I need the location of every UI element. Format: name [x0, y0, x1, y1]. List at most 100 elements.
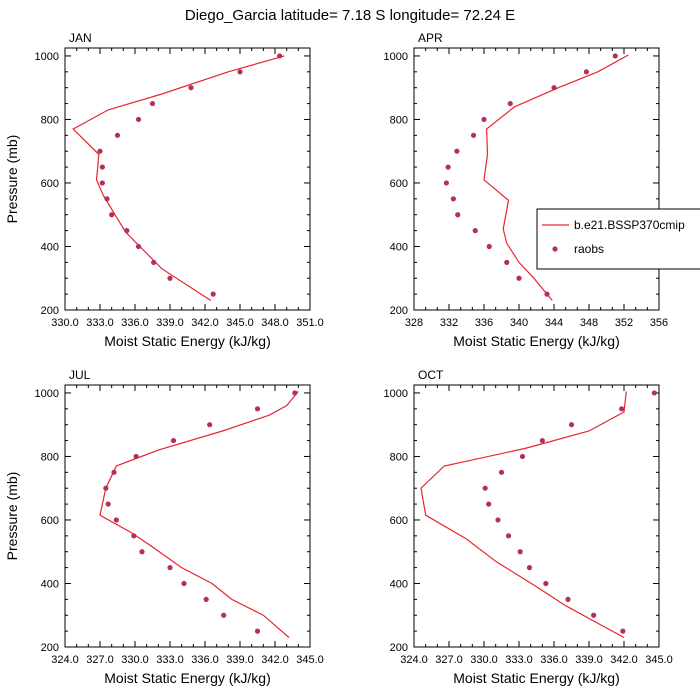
y-tick-label: 200 [390, 305, 408, 317]
raobs-point [133, 453, 139, 460]
x-axis-title: Moist Static Energy (kJ/kg) [453, 670, 620, 686]
raobs-point [519, 453, 526, 460]
plot-frame [64, 384, 311, 648]
x-tick-label: 330.0 [121, 654, 149, 666]
panel-oct: 324.0 327.0 330.0 333.0 336.0 339.0 342.0 345.0… [384, 368, 673, 686]
plot-frame [413, 384, 660, 648]
legend-box [536, 208, 700, 270]
y-tick-label: 800 [41, 451, 59, 463]
x-axis-title: Moist Static Energy (kJ/kg) [104, 670, 271, 686]
raobs-point [188, 85, 194, 91]
raobs-point [516, 275, 522, 281]
x-axis-title: Moist Static Energy (kJ/kg) [453, 333, 620, 349]
y-tick-label: 400 [41, 578, 59, 590]
raobs-point [149, 100, 156, 107]
raobs-point [114, 132, 121, 138]
raobs-point [526, 565, 533, 571]
raobs-point [167, 275, 173, 281]
x-tick-label: 327.0 [435, 654, 463, 666]
y-tick-label: 400 [390, 241, 408, 253]
y-tick-label: 1000 [384, 51, 408, 63]
y-tick-label: 200 [41, 642, 59, 654]
x-tick-label: 333.0 [505, 654, 533, 666]
raobs-point [181, 580, 187, 587]
raobs-point [254, 406, 261, 412]
y-tick-label: 1000 [384, 388, 408, 400]
y-tick-label: 200 [41, 305, 59, 317]
legend: b.e21.BSSP370cmip raobs [536, 208, 700, 270]
x-tick-label: 342.0 [610, 654, 638, 666]
x-tick-label: 340 [510, 317, 528, 329]
legend-label-model: b.e21.BSSP370cmip [574, 218, 685, 232]
raobs-point [482, 485, 488, 491]
x-tick-label: 328 [405, 317, 423, 329]
raobs-point [591, 612, 597, 618]
raobs-point [551, 85, 557, 91]
raobs-point [486, 501, 492, 507]
raobs-point [254, 628, 261, 634]
raobs-point [583, 69, 589, 75]
x-tick-label: 333.0 [156, 654, 184, 666]
y-tick-label: 1000 [35, 388, 59, 400]
raobs-point [619, 406, 625, 412]
x-tick-label: 351.0 [296, 317, 324, 329]
raobs-point [443, 180, 449, 186]
x-tick-label: 342.0 [261, 654, 289, 666]
model-series-line [72, 55, 285, 302]
raobs-point [111, 469, 117, 475]
panel-jul: 324.0 327.0 330.0 333.0 336.0 339.0 342.0 345.0… [4, 368, 324, 686]
raobs-point [237, 69, 243, 75]
raobs-point [99, 164, 105, 170]
raobs-point [203, 596, 209, 602]
raobs-point [113, 517, 119, 523]
raobs-point [131, 533, 137, 539]
model-series-line [483, 54, 629, 301]
raobs-point [498, 469, 505, 475]
x-tick-label: 348 [580, 317, 598, 329]
x-tick-label: 339.0 [575, 654, 603, 666]
legend-label-raobs: raobs [574, 242, 604, 256]
x-tick-label: 324.0 [51, 654, 79, 666]
raobs-point [495, 517, 501, 523]
x-tick-label: 324.0 [400, 654, 428, 666]
x-tick-label: 336.0 [540, 654, 568, 666]
x-tick-label: 336.0 [191, 654, 219, 666]
raobs-point [109, 212, 115, 218]
raobs-point [135, 243, 142, 250]
raobs-point [517, 549, 523, 555]
x-tick-label: 345.0 [296, 654, 324, 666]
raobs-point [450, 196, 456, 202]
y-tick-label: 800 [390, 451, 408, 463]
y-tick-label: 1000 [35, 51, 59, 63]
raobs-point [505, 533, 512, 539]
raobs-point [470, 132, 477, 138]
raobs-point [620, 628, 626, 634]
raobs-point [221, 612, 227, 618]
x-tick-label: 356 [650, 317, 668, 329]
raobs-point [481, 116, 487, 123]
y-tick-label: 600 [41, 178, 59, 190]
y-tick-label: 600 [41, 515, 59, 527]
raobs-point [151, 259, 157, 265]
x-tick-label: 352 [615, 317, 633, 329]
panel-apr: 328 332 336 340 344 348 352 356 200 400 600 800 1000… [384, 31, 700, 349]
raobs-point [612, 53, 618, 59]
raobs-point [292, 390, 298, 396]
chart-title: Diego_Garcia latitude= 7.18 S longitude=… [185, 7, 515, 24]
x-tick-label: 336.0 [121, 317, 149, 329]
raobs-point [210, 291, 216, 297]
raobs-point [486, 243, 492, 250]
y-tick-label: 600 [390, 178, 408, 190]
x-tick-label: 332 [440, 317, 458, 329]
raobs-point [97, 148, 103, 154]
raobs-point [472, 228, 478, 234]
raobs-point [539, 437, 545, 444]
raobs-point [507, 100, 513, 107]
x-tick-label: 330.0 [470, 654, 498, 666]
x-tick-label: 345.0 [645, 654, 673, 666]
x-tick-label: 344 [545, 317, 563, 329]
raobs-point [103, 485, 109, 491]
plot-frame [413, 47, 660, 311]
x-tick-label: 348.0 [261, 317, 289, 329]
